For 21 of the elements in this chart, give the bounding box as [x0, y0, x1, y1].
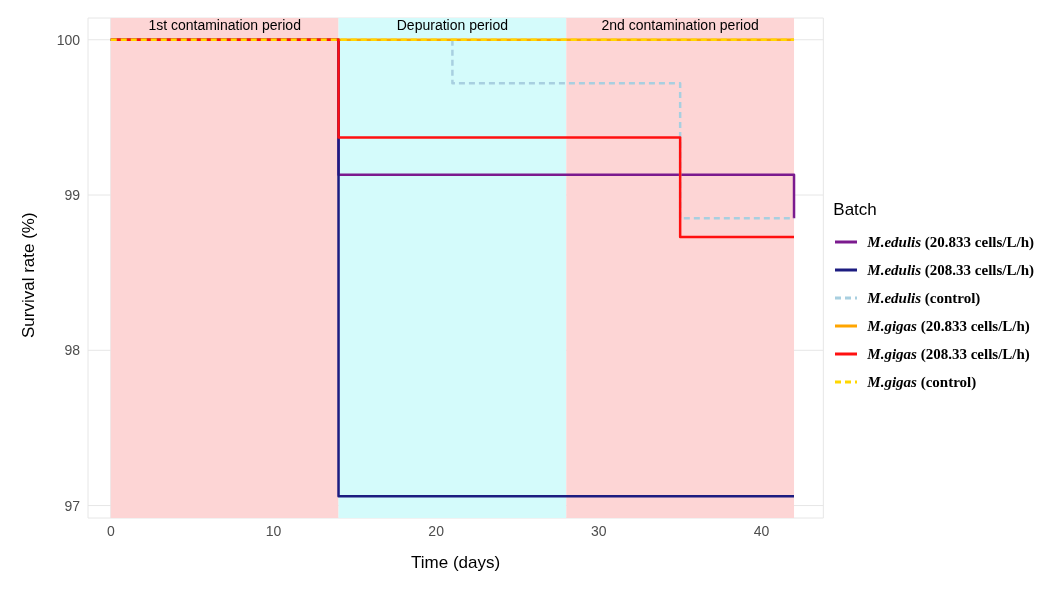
y-axis-title: Survival rate (%): [19, 212, 39, 338]
x-tick-label: 10: [265, 522, 282, 539]
x-tick-label: 40: [753, 522, 770, 539]
legend-label: M.gigas (208.33 cells/L/h): [867, 345, 1030, 363]
x-tick-label: 0: [106, 522, 115, 539]
x-tick-label: 30: [591, 522, 607, 539]
band-label: Depuration period: [396, 16, 509, 33]
legend-label: M.gigas (20.833 cells/L/h): [867, 317, 1030, 335]
x-tick-label: 20: [428, 522, 445, 539]
legend-label: M.edulis (20.833 cells/L/h): [867, 233, 1034, 251]
y-tick-label: 100: [56, 31, 81, 48]
legend-label: M.edulis (208.33 cells/L/h): [867, 261, 1034, 279]
band-label: 2nd contamination period: [601, 16, 759, 33]
legend-label: M.edulis (control): [867, 289, 981, 307]
y-tick-label: 98: [64, 342, 81, 359]
x-axis-title: Time (days): [411, 553, 501, 572]
legend-label: M.gigas (control): [867, 373, 977, 391]
y-tick-label: 99: [64, 186, 81, 203]
y-tick-label: 97: [64, 497, 81, 514]
legend-title: Batch: [833, 200, 878, 220]
band-label: 1st contamination period: [148, 16, 301, 33]
